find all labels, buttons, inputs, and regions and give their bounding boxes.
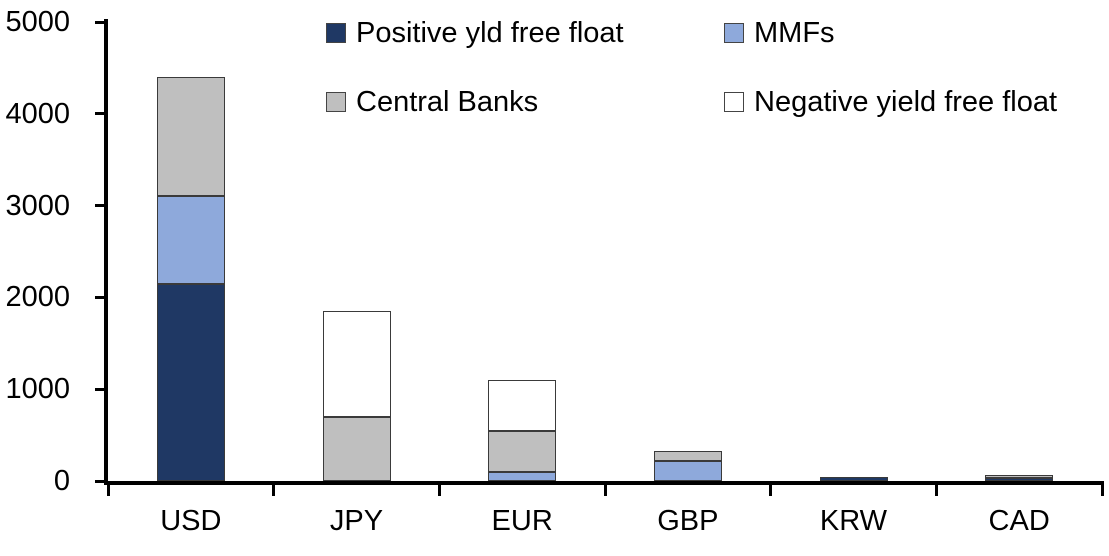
legend-item-positive-yld-free-float: Positive yld free float	[326, 18, 624, 48]
legend-item-central-banks: Central Banks	[326, 87, 538, 117]
bar-segment-gbp-mmfs	[653, 460, 722, 481]
legend-swatch-mmfs	[724, 23, 744, 43]
legend-label: Positive yld free float	[356, 17, 624, 49]
legend-swatch-central-banks	[326, 92, 346, 112]
bar-segment-usd-mmfs	[156, 196, 225, 284]
bar-segment-eur-negative-yield-free-float	[488, 380, 557, 432]
y-axis-tick	[95, 204, 108, 208]
legend-swatch-positive-yld-free-float	[326, 23, 346, 43]
bar-segment-usd-central-banks	[156, 77, 225, 197]
legend-label: MMFs	[754, 17, 835, 49]
bar-segment-cad-central-banks	[985, 475, 1054, 479]
legend-label: Negative yield free float	[754, 86, 1058, 118]
y-tick-label: 1000	[5, 373, 70, 406]
bar-segment-eur-mmfs	[488, 471, 557, 481]
y-axis-tick	[95, 295, 108, 299]
legend-label: Central Banks	[356, 86, 539, 118]
bar-segment-eur-central-banks	[488, 431, 557, 472]
bar-segment-jpy-negative-yield-free-float	[322, 311, 391, 417]
bar-segment-gbp-central-banks	[653, 450, 722, 461]
x-axis-tick	[603, 481, 607, 496]
x-axis-tick	[106, 481, 110, 496]
y-tick-label: 5000	[5, 6, 70, 38]
x-category-label: KRW	[819, 505, 888, 537]
bar-segment-jpy-central-banks	[322, 416, 391, 481]
y-tick-label: 2000	[5, 281, 70, 314]
y-axis-tick	[95, 112, 108, 116]
x-category-label: CAD	[988, 505, 1050, 537]
x-axis-tick	[272, 481, 276, 496]
x-category-label: GBP	[657, 505, 719, 537]
x-axis-tick	[437, 481, 441, 496]
bar-segment-usd-positive-yld-free-float	[156, 283, 225, 481]
y-tick-label: 4000	[5, 97, 70, 130]
x-category-label: USD	[160, 505, 222, 537]
y-axis-line	[104, 19, 108, 484]
x-category-label: EUR	[491, 505, 553, 537]
x-axis-tick	[1100, 481, 1104, 496]
y-tick-label: 0	[53, 465, 70, 497]
y-axis-tick	[95, 479, 108, 483]
y-axis-tick	[95, 387, 108, 391]
x-axis-tick	[934, 481, 938, 496]
y-axis-tick	[95, 20, 108, 24]
y-tick-label: 3000	[5, 189, 70, 222]
bar-segment-krw-positive-yld-free-float	[819, 477, 888, 481]
x-axis-tick	[769, 481, 773, 496]
x-category-label: JPY	[329, 505, 384, 537]
legend-swatch-negative-yield-free-float	[724, 92, 744, 112]
legend-item-mmfs: MMFs	[724, 18, 835, 48]
bar-segment-cad-positive-yld-free-float	[985, 478, 1054, 481]
legend-item-negative-yield-free-float: Negative yield free float	[724, 87, 1057, 117]
